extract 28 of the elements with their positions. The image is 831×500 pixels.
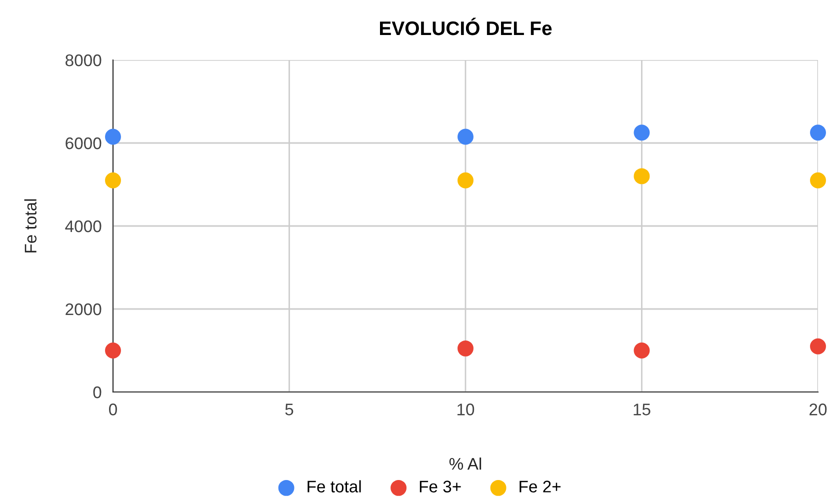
y-tick-label: 2000	[66, 303, 102, 316]
point	[810, 172, 826, 188]
point	[634, 168, 650, 184]
point	[810, 124, 826, 141]
y-tick-label: 8000	[66, 54, 102, 66]
point	[105, 172, 121, 188]
y-axis-title: Fe total	[24, 199, 37, 252]
point	[634, 342, 650, 358]
x-tick-label: 15	[634, 404, 650, 416]
x-tick-label: 20	[810, 404, 827, 416]
x-tick-label: 10	[458, 404, 474, 416]
x-tick-label: 5	[285, 404, 294, 416]
point	[105, 128, 121, 145]
chart-title: EVOLUCIÓ DEL Fe	[380, 18, 552, 36]
legend-label: Fe 2+	[520, 480, 561, 492]
y-tick-label: 6000	[66, 137, 102, 150]
legend-label: Fe 3+	[420, 480, 461, 492]
x-tick-label: 0	[109, 404, 117, 416]
y-tick-label: 4000	[65, 220, 102, 232]
point	[458, 172, 474, 188]
point	[634, 124, 650, 141]
point	[810, 338, 826, 354]
point	[458, 340, 474, 356]
point	[105, 342, 121, 358]
legend-label: Fe total	[308, 480, 361, 492]
point	[458, 128, 474, 145]
y-tick-label: 0	[93, 386, 102, 398]
x-axis-title: % Al	[449, 458, 482, 470]
